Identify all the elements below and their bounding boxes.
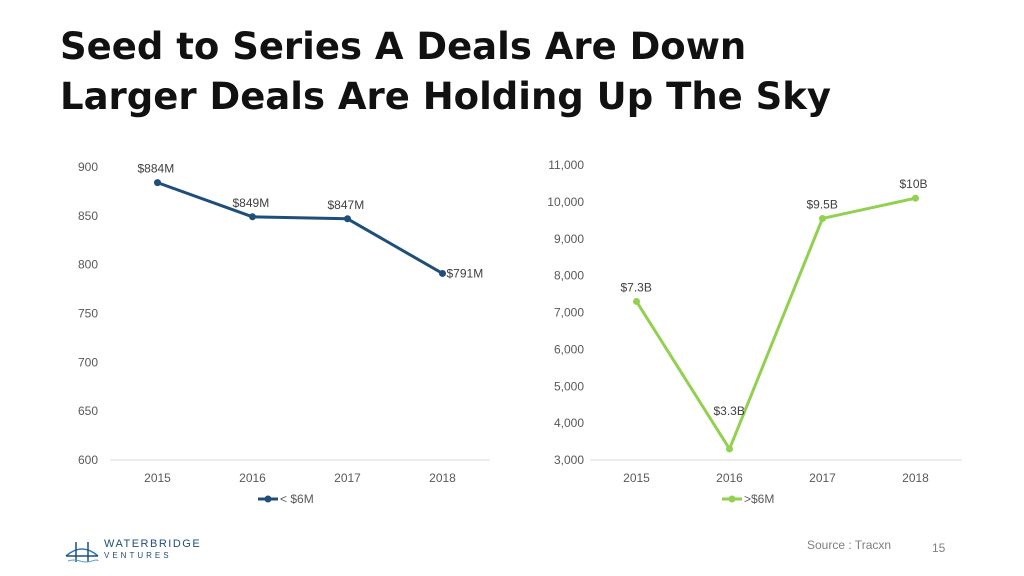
logo-subtext: VENTURES (104, 551, 172, 560)
chart-deals-under-6m: 600 650 700 750 800 850 900 2015 2016 2017 2018 $88… (78, 160, 490, 506)
title-line-2: Larger Deals Are Holding Up The Sky (60, 75, 832, 118)
y-tick-label: 650 (78, 404, 98, 418)
y-tick-label: 10,000 (547, 195, 584, 209)
series-line (156, 181, 444, 275)
x-tick-label: 2015 (623, 471, 650, 485)
data-point (726, 445, 733, 453)
y-tick-label: 600 (78, 453, 98, 467)
data-label: $7.3B (621, 280, 652, 294)
y-tick-label: 4,000 (554, 416, 584, 430)
y-tick-label: 850 (78, 209, 98, 223)
bridge-icon (65, 542, 99, 563)
chart-deals-over-6m: 3,000 4,000 5,000 6,000 7,000 8,000 9,000 10,00… (547, 158, 962, 506)
x-tick-label: 2016 (239, 471, 266, 485)
title-line-1: Seed to Series A Deals Are Down (60, 25, 747, 68)
series-line (635, 196, 916, 451)
data-label: $791M (447, 266, 484, 280)
data-point (439, 269, 446, 277)
y-tick-label: 8,000 (554, 269, 584, 283)
logo-wordmark: WATERBRIDGE (104, 538, 202, 550)
y-tick-label: 800 (78, 258, 98, 272)
page-title: Seed to Series A Deals Are Down Larger D… (60, 22, 831, 122)
source-note: Source : Tracxn (807, 538, 892, 552)
data-point (344, 215, 351, 223)
data-point (154, 179, 161, 187)
data-label: $847M (328, 198, 365, 212)
data-point (633, 297, 640, 305)
data-label: $3.3B (714, 404, 745, 418)
data-label: $10B (900, 177, 928, 191)
legend-label: < $6M (280, 492, 314, 506)
x-tick-label: 2016 (716, 471, 743, 485)
data-label: $9.5B (807, 197, 838, 211)
y-tick-label: 900 (78, 160, 98, 174)
legend-swatch-marker (264, 495, 272, 503)
x-tick-label: 2017 (334, 471, 361, 485)
x-tick-label: 2015 (144, 471, 171, 485)
y-tick-label: 6,000 (554, 342, 584, 356)
data-point (912, 194, 919, 202)
waterbridge-logo: WATERBRIDGE VENTURES (64, 536, 214, 566)
data-label: $884M (138, 162, 175, 176)
data-label: $849M (233, 196, 270, 210)
page-number: 15 (932, 541, 946, 555)
legend-label: >$6M (744, 492, 774, 506)
y-tick-label: 3,000 (554, 453, 584, 467)
x-tick-label: 2018 (902, 471, 929, 485)
x-tick-label: 2018 (429, 471, 456, 485)
y-tick-label: 700 (78, 355, 98, 369)
data-point (819, 214, 826, 222)
y-tick-label: 7,000 (554, 306, 584, 320)
y-tick-label: 11,000 (548, 158, 584, 172)
y-tick-label: 750 (78, 307, 98, 321)
y-tick-label: 9,000 (554, 232, 584, 246)
data-point (249, 213, 256, 221)
x-tick-label: 2017 (809, 471, 836, 485)
y-tick-label: 5,000 (554, 379, 584, 393)
legend-swatch-marker (728, 495, 736, 503)
